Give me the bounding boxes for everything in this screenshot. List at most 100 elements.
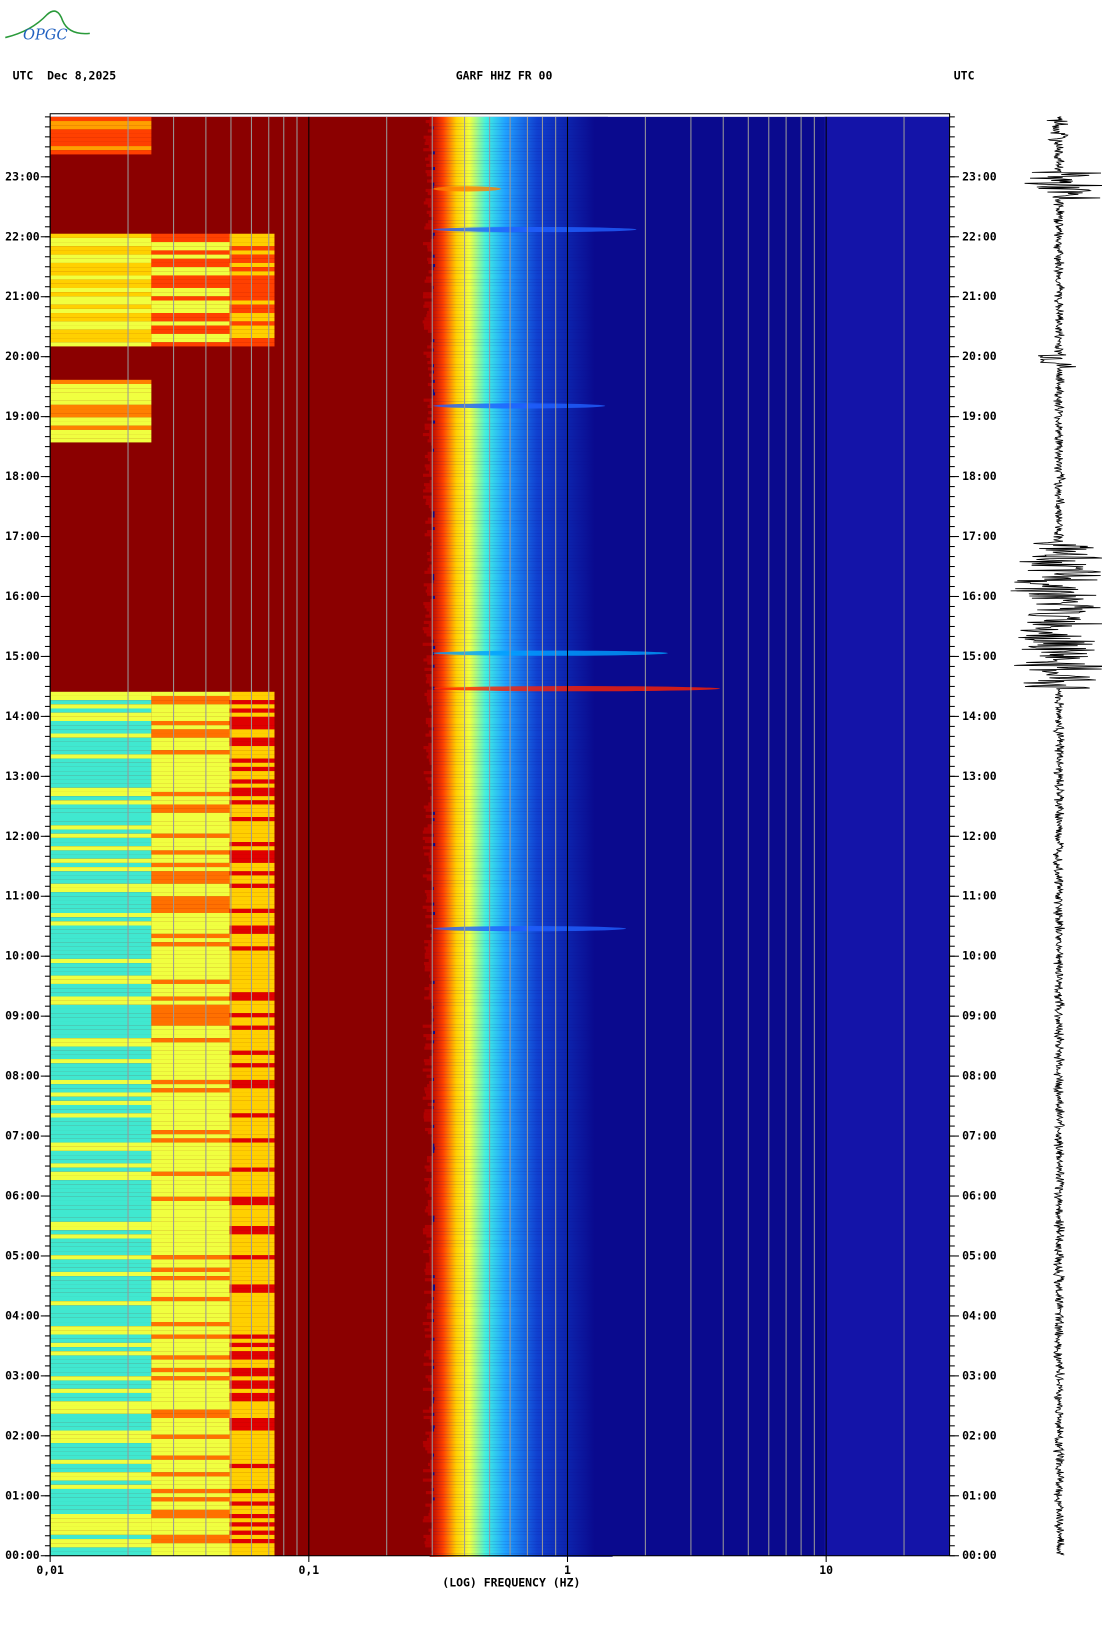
- band: [432, 1475, 607, 1479]
- band: [428, 802, 601, 806]
- band: [432, 883, 612, 887]
- stripe: [50, 1209, 152, 1214]
- stripe: [50, 908, 152, 913]
- band: [429, 611, 635, 615]
- band: [434, 364, 614, 368]
- band: [429, 401, 615, 405]
- stripe: [50, 129, 152, 134]
- stripe: [229, 333, 275, 339]
- stripe: [50, 1000, 152, 1005]
- stripe: [229, 1501, 275, 1506]
- stripe: [229, 833, 275, 838]
- stripe: [229, 1493, 275, 1498]
- stripe: [229, 1125, 275, 1131]
- band: [432, 1384, 606, 1388]
- stripe: [50, 1125, 152, 1131]
- band: [428, 1253, 612, 1257]
- stripe: [50, 1242, 152, 1247]
- band: [431, 714, 609, 718]
- stripe: [151, 1355, 230, 1360]
- stripe: [151, 1213, 230, 1218]
- stripe: [151, 1384, 230, 1389]
- stripe: [151, 329, 230, 334]
- stripe: [151, 712, 230, 717]
- band: [433, 1106, 615, 1110]
- stripe: [50, 329, 152, 334]
- stripe: [151, 1422, 230, 1427]
- stripe: [229, 1284, 275, 1289]
- band: [431, 1484, 614, 1488]
- band: [433, 833, 616, 837]
- band: [422, 836, 604, 840]
- band: [424, 1165, 600, 1169]
- stripe: [229, 258, 275, 263]
- stripe: [50, 954, 152, 959]
- band: [427, 382, 612, 387]
- stripe: [229, 325, 275, 330]
- band: [430, 933, 612, 937]
- band: [427, 824, 608, 828]
- band: [428, 154, 602, 158]
- band: [424, 533, 601, 537]
- stripe: [229, 1159, 275, 1164]
- band: [429, 555, 610, 559]
- stripe: [151, 1017, 230, 1022]
- stripe: [151, 287, 230, 293]
- stripe: [151, 1246, 230, 1252]
- stripe: [229, 1514, 275, 1519]
- stripe: [50, 1100, 152, 1105]
- stripe: [229, 1138, 275, 1143]
- stripe: [229, 1192, 275, 1197]
- stripe: [50, 250, 152, 255]
- stripe: [151, 1330, 230, 1335]
- stripe: [151, 1255, 230, 1260]
- band: [435, 420, 614, 424]
- stripe: [151, 729, 230, 734]
- band: [425, 721, 609, 725]
- stripe: [50, 1226, 152, 1231]
- stripe: [229, 342, 275, 347]
- band: [429, 683, 637, 687]
- band: [425, 486, 603, 490]
- band: [431, 1300, 613, 1304]
- stripe: [50, 321, 152, 326]
- stripe: [229, 704, 275, 709]
- stripe: [50, 938, 152, 943]
- stripe: [151, 963, 230, 968]
- stripe: [50, 1029, 152, 1035]
- stripe: [229, 287, 275, 293]
- stripe: [229, 1388, 275, 1393]
- stripe: [50, 1451, 152, 1456]
- stripe: [50, 237, 152, 243]
- band: [426, 633, 656, 637]
- y-tick-label: 09:00: [5, 1009, 40, 1023]
- stripe: [50, 825, 152, 830]
- band: [423, 620, 645, 624]
- stripe: [151, 1326, 230, 1331]
- stripe: [151, 1488, 230, 1494]
- band: [424, 965, 607, 969]
- stripe: [229, 1438, 275, 1444]
- band: [429, 470, 607, 474]
- x-tick-label: 1: [564, 1563, 571, 1577]
- stripe: [229, 1280, 275, 1285]
- band: [427, 786, 612, 790]
- band: [427, 1131, 607, 1135]
- band: [426, 1156, 599, 1160]
- y-tick-label: 14:00: [5, 709, 40, 723]
- stripe: [151, 1451, 230, 1456]
- stripe: [151, 1472, 230, 1477]
- stripe: [229, 1238, 275, 1243]
- stripe: [151, 1096, 230, 1101]
- stripe: [229, 1539, 275, 1544]
- stripe: [151, 996, 230, 1001]
- y-tick-label: 19:00: [962, 409, 997, 423]
- band: [432, 132, 608, 136]
- stripe: [151, 733, 230, 738]
- stripe: [151, 1505, 230, 1510]
- band: [428, 373, 610, 377]
- stripe: [50, 741, 152, 747]
- stripe: [229, 817, 275, 822]
- band: [425, 170, 604, 174]
- band: [428, 1462, 614, 1467]
